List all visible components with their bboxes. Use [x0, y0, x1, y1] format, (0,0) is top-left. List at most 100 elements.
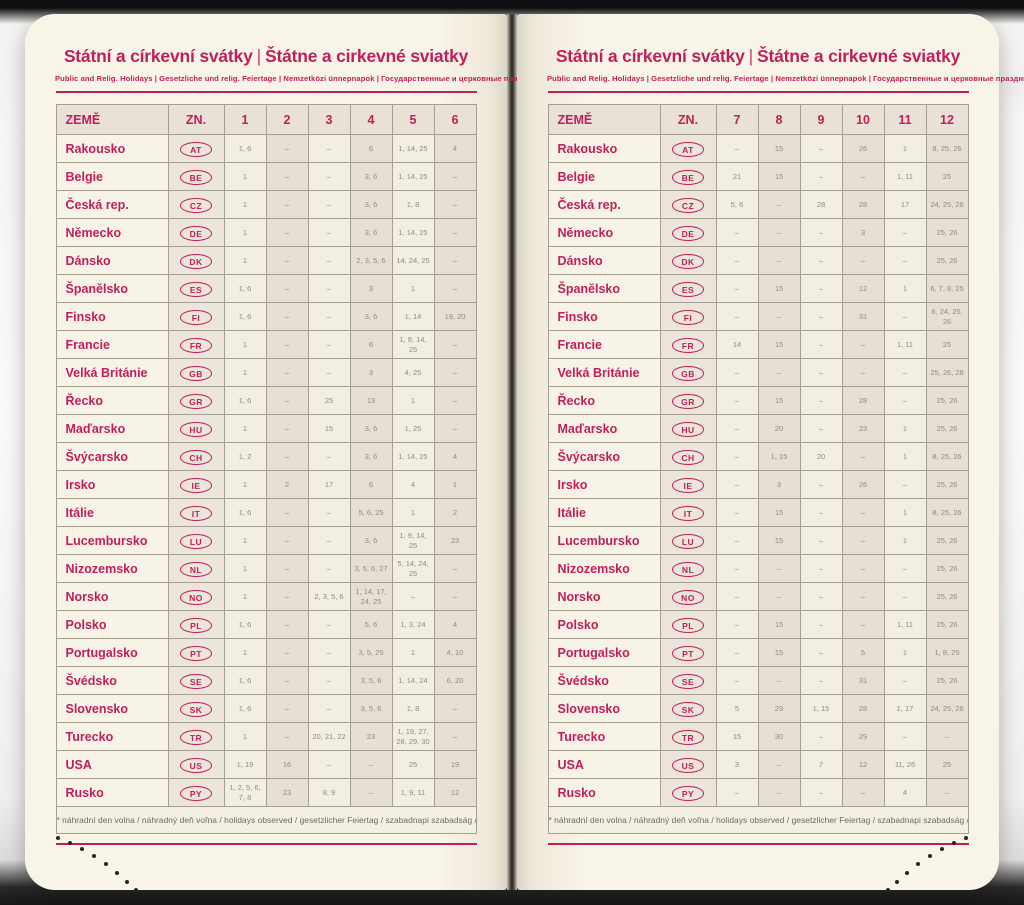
country-name: Itálie	[547, 498, 661, 527]
holiday-days-cell: 1	[223, 554, 267, 583]
holiday-days-cell: –	[757, 358, 801, 387]
country-name: Švédsko	[55, 666, 169, 695]
holiday-days-cell: –	[799, 722, 843, 751]
holiday-days-cell: 20	[757, 414, 801, 443]
country-code-badge: FR	[672, 338, 704, 353]
holiday-days-cell: –	[265, 722, 309, 751]
country-code-badge: SK	[672, 702, 704, 717]
column-header-country: ZEMĚ	[547, 104, 661, 135]
country-code-cell: US	[659, 750, 717, 779]
table-row: Nizozemsko NL – – – – –25, 26	[547, 554, 969, 583]
holiday-days-cell: –	[265, 218, 309, 247]
country-code-badge: AT	[180, 142, 212, 157]
table-row: Německo DE 1– –3, 6 1, 14, 25–	[55, 218, 477, 247]
holiday-days-cell: –	[841, 526, 885, 555]
table-row: Lucembursko LU –15– –1 25, 26	[547, 526, 969, 555]
country-code-badge: FR	[180, 338, 212, 353]
country-code-cell: GB	[659, 358, 717, 387]
holiday-days-cell: –	[841, 498, 885, 527]
holiday-days-cell: 1, 25	[391, 414, 435, 443]
holiday-days-cell: –	[883, 302, 927, 331]
holiday-days-cell: –	[307, 666, 351, 695]
country-code-badge: PY	[672, 786, 704, 801]
stitch-dot	[80, 847, 84, 851]
holiday-days-cell: 17	[307, 470, 351, 499]
holiday-days-cell: –	[265, 274, 309, 303]
holiday-days-cell: 25	[925, 330, 969, 359]
country-name: Maďarsko	[547, 414, 661, 443]
country-code-badge: DK	[180, 254, 212, 269]
holiday-days-cell: 1, 6	[223, 666, 267, 695]
holiday-days-cell: –	[757, 778, 801, 807]
table-row: Švýcarsko CH 1, 2– –3, 6 1, 14, 25 4	[55, 442, 477, 471]
holiday-days-cell: 4, 25	[391, 358, 435, 387]
holiday-days-cell: –	[433, 218, 477, 247]
holiday-days-cell: 1	[883, 414, 927, 443]
holiday-days-cell: –	[307, 302, 351, 331]
table-row: Slovensko SK 5 29 1, 15 28 1, 17 24, 25, 26	[547, 694, 969, 723]
column-header-month-8: 8	[757, 104, 801, 135]
country-name: Slovensko	[547, 694, 661, 723]
holiday-days-cell: 3, 5, 25	[349, 638, 393, 667]
holiday-days-cell: 1, 11	[883, 162, 927, 191]
country-code-badge: GB	[180, 366, 212, 381]
holiday-days-cell: 15	[757, 638, 801, 667]
country-code-badge: TR	[672, 730, 704, 745]
holiday-days-cell: 1	[223, 246, 267, 275]
holiday-days-cell: –	[265, 302, 309, 331]
page-title: Státní a církevní svátky | Štátne a cirkev…	[547, 46, 969, 67]
country-code-cell: CZ	[659, 190, 717, 219]
holiday-days-cell: 3, 6	[349, 442, 393, 471]
country-name: Belgie	[55, 162, 169, 191]
table-row: Finsko FI – – –31–6, 24, 25, 26	[547, 302, 969, 331]
book-spine	[507, 14, 517, 890]
holiday-days-cell: –	[307, 190, 351, 219]
country-code-badge: PT	[672, 646, 704, 661]
footnote-row: * náhradní den volna / náhradný deň voľn…	[547, 806, 969, 834]
column-header-month-5: 5	[391, 104, 435, 135]
page-title-czech: Státní a církevní svátky	[63, 46, 253, 66]
table-row: Turecko TR 15 30–29– –	[547, 722, 969, 751]
holiday-days-cell: –	[841, 554, 885, 583]
holiday-days-cell: 25, 26	[925, 554, 969, 583]
holiday-days-cell: 1	[883, 498, 927, 527]
holiday-days-cell: 1, 14, 24	[391, 666, 435, 695]
holiday-days-cell: –	[715, 218, 759, 247]
holiday-days-cell: –	[349, 778, 393, 807]
holiday-days-cell: –	[715, 778, 759, 807]
country-name: Řecko	[55, 386, 169, 415]
holiday-days-cell: –	[799, 470, 843, 499]
holiday-days-cell: –	[715, 246, 759, 275]
country-name: Norsko	[55, 582, 169, 611]
holiday-days-cell: 1, 11	[883, 330, 927, 359]
stitch-dot	[928, 854, 932, 858]
holiday-days-cell: 15	[757, 134, 801, 163]
holiday-days-cell: 11, 26	[883, 750, 927, 779]
holiday-days-cell: 25, 26	[925, 414, 969, 443]
column-header-month-11: 11	[883, 104, 927, 135]
holiday-days-cell: 15	[757, 330, 801, 359]
holiday-days-cell: 6, 7, 8, 25	[925, 274, 969, 303]
holiday-days-cell: 15	[757, 610, 801, 639]
holiday-days-cell: –	[307, 218, 351, 247]
holiday-days-cell: 1	[223, 414, 267, 443]
holiday-days-cell: 1, 14	[391, 302, 435, 331]
column-header-month-6: 6	[433, 104, 477, 135]
holiday-days-cell: 4	[433, 442, 477, 471]
holiday-days-cell: –	[265, 190, 309, 219]
holiday-days-cell: 3, 5, 6	[349, 694, 393, 723]
holiday-days-cell: –	[715, 526, 759, 555]
country-name: Řecko	[547, 386, 661, 415]
holiday-days-cell: –	[799, 582, 843, 611]
holiday-days-cell: –	[883, 470, 927, 499]
table-row: Řecko GR 1, 6–25 13 1–	[55, 386, 477, 415]
holiday-days-cell: –	[757, 190, 801, 219]
holiday-days-cell: 1, 17	[883, 694, 927, 723]
country-code-cell: NO	[167, 582, 225, 611]
country-name: Dánsko	[55, 246, 169, 275]
holiday-days-cell: 1, 15	[799, 694, 843, 723]
holiday-days-cell: 25, 26	[925, 386, 969, 415]
country-name: Turecko	[55, 722, 169, 751]
country-name: Portugalsko	[55, 638, 169, 667]
holiday-days-cell: –	[715, 470, 759, 499]
